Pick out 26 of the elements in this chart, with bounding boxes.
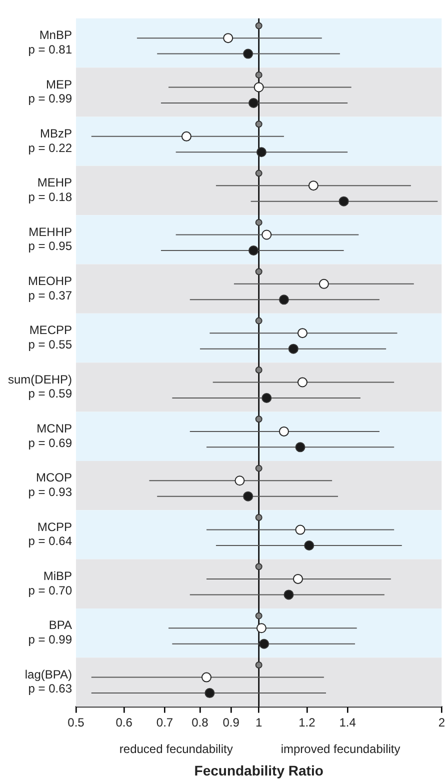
y-tick-label: MEHHP p = 0.95 [28,224,72,254]
x-tick-label: 0.8 [192,715,209,730]
x-axis-title: Fecundability Ratio [194,762,324,778]
y-tick-label: MBzP p = 0.22 [28,126,72,155]
y-tick-label: MCOP p = 0.93 [28,470,72,500]
y-tick-label: MECPP p = 0.55 [28,323,72,352]
x-tick-label: 1.2 [298,715,316,730]
y-tick-label: sum(DEHP) p = 0.59 [8,372,72,401]
x-tick-label: 1 [255,715,262,730]
y-tick-label: MEOHP p = 0.37 [28,274,72,302]
y-tick-label: MEP p = 0.99 [28,77,72,106]
y-tick-label: MiBP p = 0.70 [28,568,72,598]
text: reduced fecundability [119,742,233,756]
y-tick-label: BPA p = 0.99 [28,618,72,647]
y-tick-label: MnBP p = 0.81 [28,28,72,56]
y-tick-label: MEHP p = 0.18 [28,176,72,204]
x-tick-label: 2 [438,715,446,730]
x-tick-label: 0.6 [116,715,133,730]
text: improved fecundability [280,742,400,756]
y-tick-label: MCPP p = 0.64 [28,520,72,548]
x-tick-label: 1.4 [339,715,356,730]
y-tick-label: MCNP p = 0.69 [28,421,72,450]
x-tick-label: 0.7 [156,715,174,730]
x-tick-label: 0.9 [222,715,240,730]
x-tick-label: 0.5 [68,715,85,730]
y-tick-label: lag(BPA) p = 0.63 [24,667,72,696]
